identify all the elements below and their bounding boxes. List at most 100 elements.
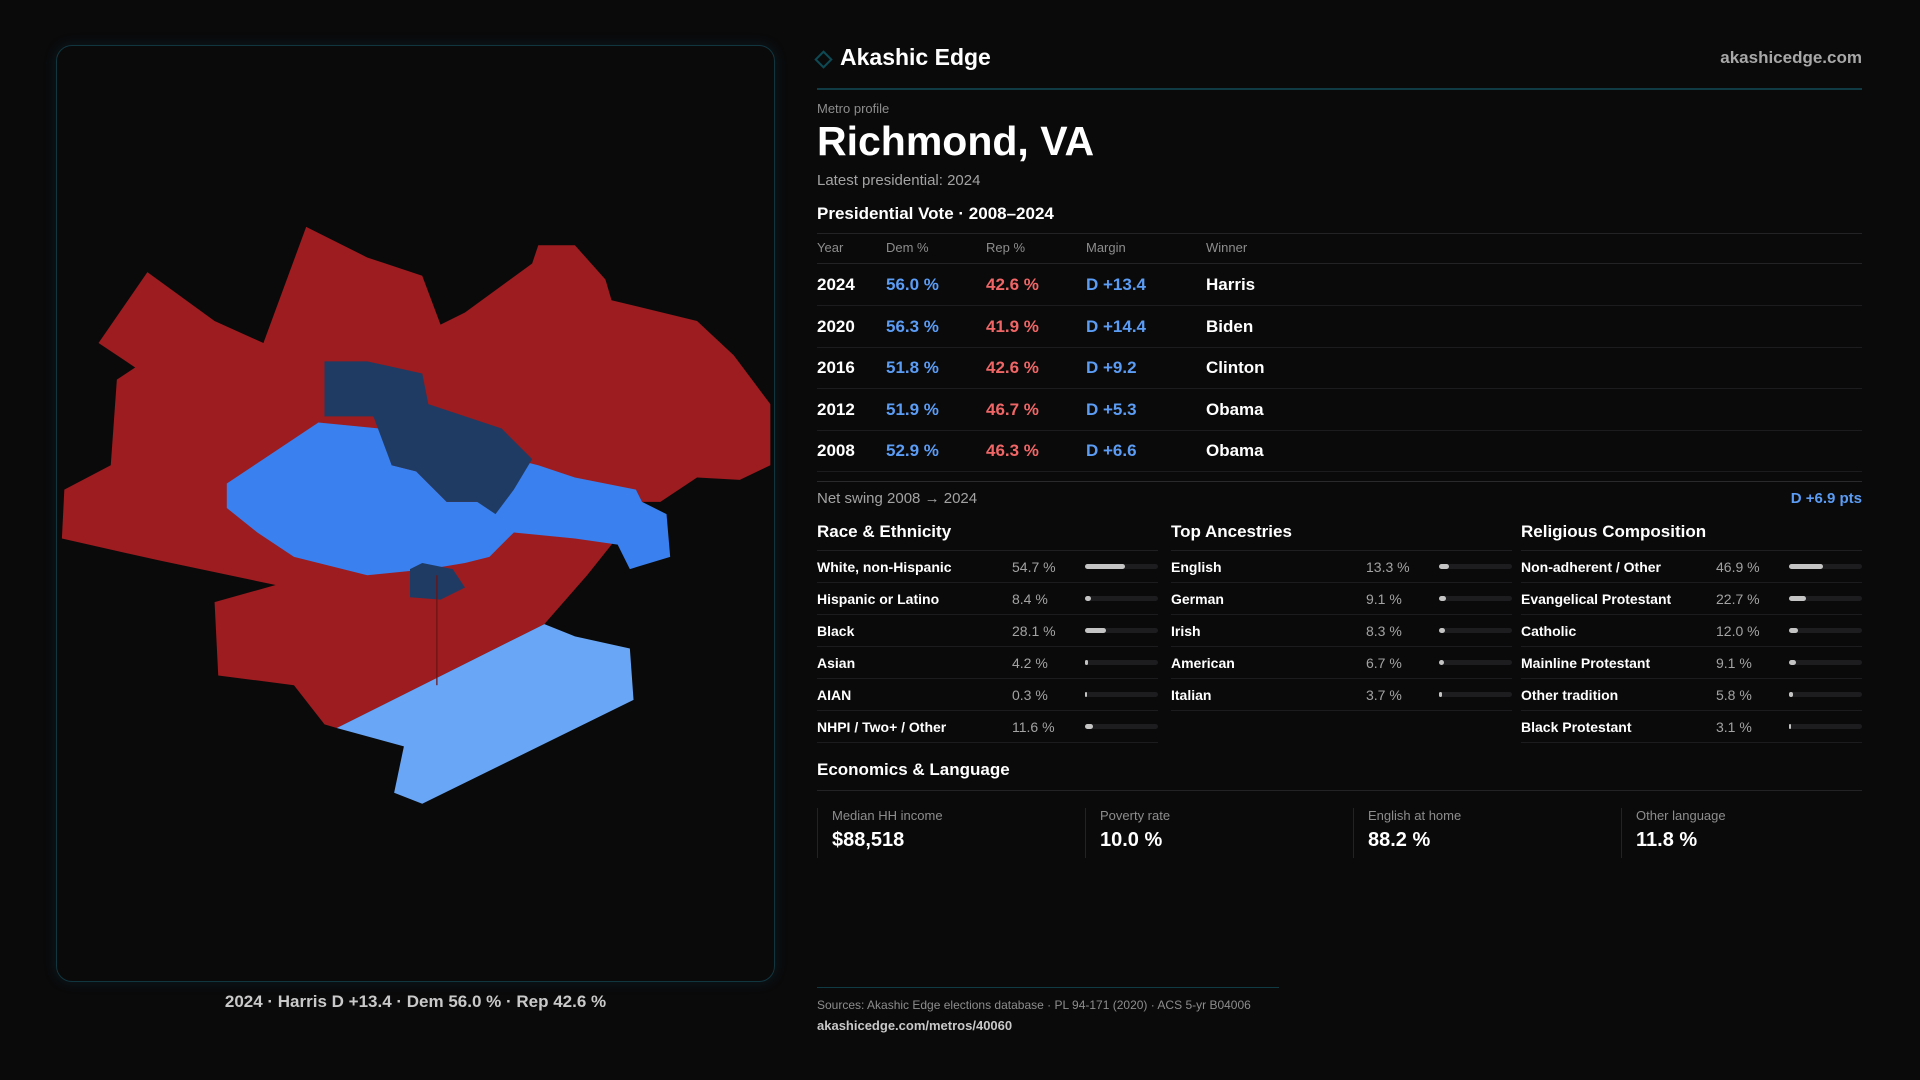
stat-bar-fill bbox=[1439, 596, 1446, 601]
stat-card: Other language 11.8 % bbox=[1621, 808, 1889, 858]
card-value: 10.0 % bbox=[1100, 829, 1163, 851]
stat-label: Evangelical Protestant bbox=[1521, 591, 1672, 607]
cell-rep: 42.6 % bbox=[986, 358, 1039, 378]
site-link[interactable]: akashicedge.com bbox=[1720, 48, 1862, 67]
stat-bar-fill bbox=[1085, 564, 1125, 569]
divider bbox=[817, 987, 1279, 988]
cell-rep: 46.3 % bbox=[986, 441, 1039, 461]
map-panel[interactable] bbox=[56, 45, 775, 982]
stat-row: Other tradition 5.8 % bbox=[1521, 679, 1862, 711]
stat-bar bbox=[1085, 596, 1158, 601]
stat-row: German 9.1 % bbox=[1171, 583, 1512, 615]
card-label: Poverty rate bbox=[1100, 808, 1171, 823]
county-dem-light[interactable] bbox=[336, 624, 634, 804]
stat-label: AIAN bbox=[817, 687, 852, 703]
stat-bar bbox=[1789, 596, 1862, 601]
stat-bar bbox=[1789, 628, 1862, 633]
cell-year: 2024 bbox=[817, 275, 855, 294]
stat-row: American 6.7 % bbox=[1171, 647, 1512, 679]
stat-value: 9.1 % bbox=[1716, 655, 1752, 671]
stat-row: NHPI / Two+ / Other 11.6 % bbox=[817, 711, 1158, 743]
cell-year: 2016 bbox=[817, 358, 855, 378]
stat-bar-fill bbox=[1439, 564, 1449, 569]
cell-rep: 46.7 % bbox=[986, 399, 1039, 419]
stat-value: 6.7 % bbox=[1366, 655, 1402, 671]
sources-text: Sources: Akashic Edge elections database… bbox=[817, 998, 1251, 1012]
stat-value: 3.7 % bbox=[1366, 687, 1402, 703]
col-header-year: Year bbox=[817, 240, 844, 255]
col-header-margin: Margin bbox=[1086, 240, 1126, 255]
stat-label: Non-adherent / Other bbox=[1521, 559, 1662, 575]
cell-year: 2008 bbox=[817, 441, 855, 461]
stat-bar-fill bbox=[1789, 724, 1792, 729]
card-value: $88,518 bbox=[832, 829, 905, 851]
stat-value: 8.3 % bbox=[1366, 623, 1402, 639]
stat-bar-fill bbox=[1085, 692, 1087, 697]
cell-winner: Obama bbox=[1206, 441, 1264, 461]
stat-card: English at home 88.2 % bbox=[1353, 808, 1621, 858]
stat-bar bbox=[1439, 692, 1512, 697]
stat-value: 13.3 % bbox=[1366, 559, 1410, 575]
cell-dem: 51.8 % bbox=[886, 358, 939, 378]
cell-winner: Harris bbox=[1206, 275, 1256, 294]
vote-row[interactable]: 2012 51.9 % 46.7 % D +5.3 Obama bbox=[817, 389, 1862, 431]
vote-row[interactable]: 2016 51.8 % 42.6 % D +9.2 Clinton bbox=[817, 347, 1862, 390]
stat-bar bbox=[1789, 660, 1862, 665]
divider bbox=[817, 88, 1862, 90]
stat-bar-fill bbox=[1789, 628, 1798, 633]
stat-value: 22.7 % bbox=[1716, 591, 1760, 607]
stat-value: 3.1 % bbox=[1716, 719, 1752, 735]
stat-label: Mainline Protestant bbox=[1521, 655, 1651, 671]
cell-margin: D +14.4 bbox=[1086, 316, 1147, 336]
stat-label: Black bbox=[817, 623, 855, 639]
stat-label: Asian bbox=[817, 655, 856, 671]
stat-label: Hispanic or Latino bbox=[817, 591, 940, 607]
vote-row[interactable]: 2008 52.9 % 46.3 % D +6.6 Obama bbox=[817, 430, 1862, 473]
stat-bar bbox=[1439, 564, 1512, 569]
county-dem[interactable] bbox=[226, 422, 671, 576]
divider bbox=[817, 263, 1862, 264]
section-0: Race & Ethnicity White, non-Hispanic 54.7 … bbox=[817, 522, 1158, 743]
cell-dem: 51.9 % bbox=[886, 399, 939, 419]
stat-value: 11.6 % bbox=[1012, 719, 1055, 735]
stat-label: Italian bbox=[1171, 687, 1212, 703]
stat-card: Median HH income $88,518 bbox=[817, 808, 1085, 858]
stat-bar-fill bbox=[1439, 660, 1444, 665]
cell-rep: 42.6 % bbox=[986, 275, 1039, 294]
stat-bar bbox=[1789, 724, 1862, 729]
section-2: Religious Composition Non-adherent / Othe… bbox=[1521, 522, 1862, 743]
stat-label: Irish bbox=[1171, 623, 1201, 639]
cell-dem: 56.0 % bbox=[886, 275, 939, 294]
stat-bar bbox=[1789, 564, 1862, 569]
col-header-dem: Dem % bbox=[886, 240, 929, 255]
stat-bar bbox=[1085, 724, 1158, 729]
stat-bar-fill bbox=[1439, 628, 1446, 633]
section-title: Race & Ethnicity bbox=[817, 522, 1158, 551]
cell-winner: Obama bbox=[1206, 399, 1264, 419]
stat-value: 54.7 % bbox=[1012, 559, 1056, 575]
brand[interactable]: Akashic Edge bbox=[814, 44, 991, 71]
metro-link[interactable]: akashicedge.com/metros/40060 bbox=[817, 1018, 1013, 1033]
vote-row[interactable]: 2024 56.0 % 42.6 % D +13.4 Harris bbox=[817, 264, 1862, 306]
stat-row: Asian 4.2 % bbox=[817, 647, 1158, 679]
stat-row: Catholic 12.0 % bbox=[1521, 615, 1862, 647]
stat-row: Black 28.1 % bbox=[817, 615, 1158, 647]
stat-bar bbox=[1439, 660, 1512, 665]
card-label: Median HH income bbox=[832, 808, 943, 823]
county-map[interactable] bbox=[57, 46, 774, 981]
county-dem-strong[interactable] bbox=[324, 361, 533, 515]
page-title: Richmond, VA bbox=[817, 118, 1095, 164]
card-label: English at home bbox=[1368, 808, 1462, 823]
stat-value: 4.2 % bbox=[1012, 655, 1048, 671]
stat-row: Hispanic or Latino 8.4 % bbox=[817, 583, 1158, 615]
stat-label: NHPI / Two+ / Other bbox=[817, 719, 947, 735]
stat-bar bbox=[1085, 692, 1158, 697]
divider bbox=[817, 233, 1862, 234]
cell-winner: Biden bbox=[1206, 316, 1254, 336]
vote-row[interactable]: 2020 56.3 % 41.9 % D +14.4 Biden bbox=[817, 306, 1862, 348]
stat-row: AIAN 0.3 % bbox=[817, 679, 1158, 711]
section-1: Top Ancestries English 13.3 % German 9.1 % Ir… bbox=[1171, 522, 1512, 711]
stat-bar-fill bbox=[1789, 660, 1796, 665]
net-swing-label: Net swing 2008 → 2024 bbox=[817, 490, 978, 507]
cell-dem: 52.9 % bbox=[886, 441, 939, 461]
